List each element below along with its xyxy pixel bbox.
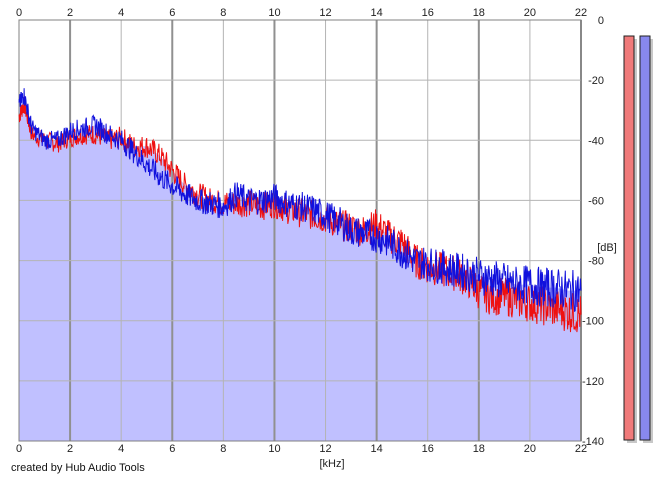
y-tick-label: -80 xyxy=(588,256,604,268)
y-tick-label: -60 xyxy=(588,195,604,207)
x-tick-label-bottom: 2 xyxy=(67,443,73,455)
x-tick-label-bottom: 16 xyxy=(422,443,434,455)
x-axis-label: [kHz] xyxy=(319,458,344,470)
x-tick-label-top: 20 xyxy=(524,7,536,19)
x-tick-label-top: 18 xyxy=(473,7,485,19)
series-line-left xyxy=(18,95,582,333)
series-layer xyxy=(18,88,582,333)
x-tick-label-bottom: 8 xyxy=(220,443,226,455)
x-tick-label-bottom: 4 xyxy=(118,443,124,455)
plot-frame xyxy=(18,19,582,442)
x-tick-label-bottom: 6 xyxy=(169,443,175,455)
tick-layer: 002244668810101212141416161818202022220-… xyxy=(16,7,604,455)
x-tick-label-bottom: 12 xyxy=(319,443,331,455)
x-tick-label-top: 4 xyxy=(118,7,124,19)
level-meter-left xyxy=(623,35,635,441)
y-tick-label: -140 xyxy=(582,436,604,448)
x-tick-label-bottom: 0 xyxy=(16,443,22,455)
y-tick-label: -120 xyxy=(582,376,604,388)
x-tick-label-top: 10 xyxy=(268,7,280,19)
grid-layer xyxy=(18,19,582,442)
x-tick-label-top: 22 xyxy=(575,7,587,19)
y-axis-label: [dB] xyxy=(597,242,617,254)
x-tick-label-top: 12 xyxy=(319,7,331,19)
x-tick-label-bottom: 10 xyxy=(268,443,280,455)
x-tick-label-top: 14 xyxy=(371,7,383,19)
x-tick-label-top: 2 xyxy=(67,7,73,19)
level-meter-right xyxy=(639,35,651,441)
y-tick-label: -100 xyxy=(582,316,604,328)
x-tick-label-bottom: 14 xyxy=(371,443,383,455)
x-tick-label-bottom: 22 xyxy=(575,443,587,455)
y-tick-label: -40 xyxy=(588,135,604,147)
x-tick-label-bottom: 20 xyxy=(524,443,536,455)
series-line-right xyxy=(18,88,582,313)
y-tick-label: -20 xyxy=(588,75,604,87)
credit-text: created by Hub Audio Tools xyxy=(11,462,145,474)
x-tick-label-bottom: 18 xyxy=(473,443,485,455)
y-tick-label: 0 xyxy=(598,15,604,27)
level-meters xyxy=(623,35,653,443)
x-tick-label-top: 16 xyxy=(422,7,434,19)
x-tick-label-top: 8 xyxy=(220,7,226,19)
x-tick-label-top: 0 xyxy=(16,7,22,19)
x-tick-label-top: 6 xyxy=(169,7,175,19)
